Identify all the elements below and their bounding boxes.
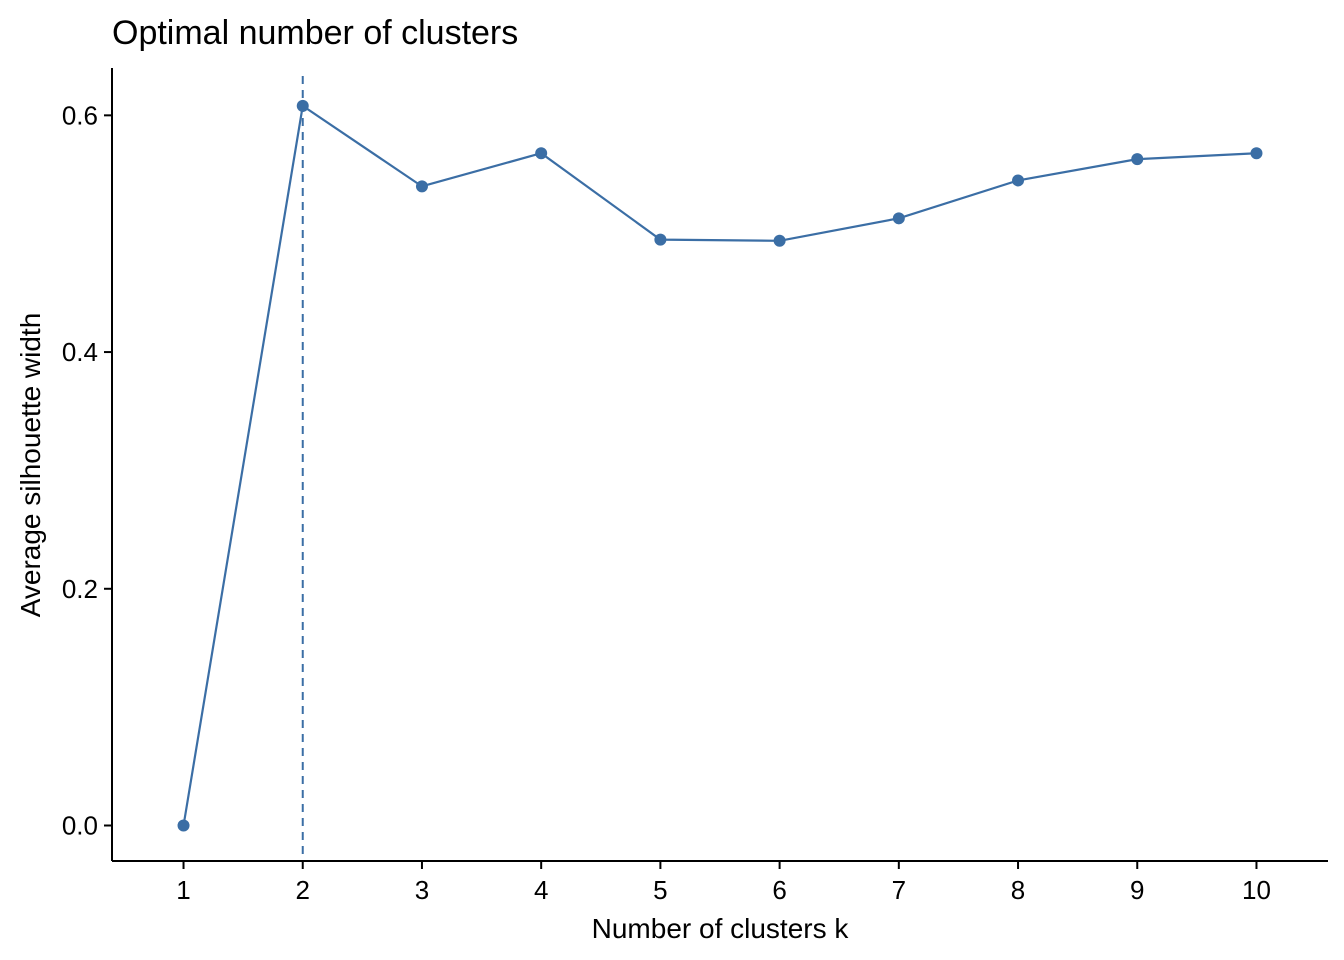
series-line [182, 104, 1257, 826]
data-points [177, 99, 1263, 832]
x-tick-label: 6 [772, 875, 786, 905]
x-axis-label: Number of clusters k [592, 913, 850, 944]
data-point [892, 212, 905, 225]
x-tick-label: 2 [296, 875, 310, 905]
data-point [773, 234, 786, 247]
y-tick-label: 0.4 [62, 337, 98, 367]
data-point [535, 147, 548, 160]
data-point [296, 99, 309, 112]
y-tick-label: 0.6 [62, 100, 98, 130]
x-tick-label: 5 [653, 875, 667, 905]
x-tick-label: 7 [892, 875, 906, 905]
x-tick-label: 1 [176, 875, 190, 905]
x-axis-ticks: 1 2 3 4 5 6 7 8 9 10 [176, 861, 1271, 905]
plot-area [177, 76, 1263, 861]
data-point [177, 819, 190, 832]
x-tick-label: 4 [534, 875, 548, 905]
y-tick-label: 0.2 [62, 574, 98, 604]
data-point [415, 180, 428, 193]
data-point [1250, 147, 1263, 160]
x-tick-label: 9 [1130, 875, 1144, 905]
data-point [1012, 174, 1025, 187]
y-tick-label: 0.0 [62, 810, 98, 840]
x-tick-label: 10 [1242, 875, 1271, 905]
data-point [1131, 153, 1144, 166]
x-tick-label: 3 [415, 875, 429, 905]
y-axis-ticks: 0.0 0.2 0.4 0.6 [62, 100, 112, 840]
x-tick-label: 8 [1011, 875, 1025, 905]
chart-title: Optimal number of clusters [112, 14, 518, 52]
y-axis-label: Average silhouette width [15, 313, 46, 618]
data-point [654, 233, 667, 246]
